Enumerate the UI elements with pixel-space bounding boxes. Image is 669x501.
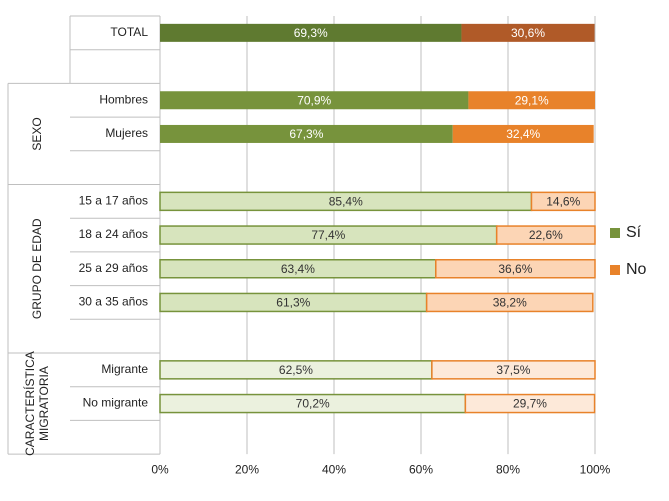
x-tick-label: 60%: [409, 462, 433, 476]
group-label: GRUPO DE EDAD: [30, 218, 44, 319]
data-label: 29,7%: [513, 397, 547, 411]
x-tick-label: 100%: [580, 462, 611, 476]
bar-segment: [431, 360, 596, 380]
x-tick-label: 40%: [322, 462, 346, 476]
data-label: 62,5%: [279, 363, 313, 377]
legend-label: No: [626, 261, 647, 278]
legend-swatch: [610, 228, 620, 238]
category-label: No migrante: [83, 396, 149, 410]
data-label: 61,3%: [276, 296, 310, 310]
bar-segment: [495, 225, 596, 245]
data-label: 70,2%: [296, 397, 330, 411]
bar-segment: [452, 124, 594, 143]
group-label: MIGRATORIA: [37, 366, 51, 441]
x-tick-label: 0%: [151, 462, 169, 476]
bar-segment: [160, 23, 462, 42]
data-label: 67,3%: [289, 127, 323, 141]
data-label: 30,6%: [511, 26, 545, 40]
data-label: 70,9%: [297, 93, 331, 107]
x-tick-label: 20%: [235, 462, 259, 476]
bar-segment: [468, 91, 595, 110]
data-label: 29,1%: [515, 93, 549, 107]
category-label: 18 a 24 años: [79, 227, 148, 241]
bar-segment: [435, 259, 596, 279]
category-label: 30 a 35 años: [79, 295, 148, 309]
legend-label: Sí: [626, 224, 642, 241]
data-label: 37,5%: [496, 363, 530, 377]
data-label: 14,6%: [546, 195, 580, 209]
group-label: CARACTERÍSTICA: [22, 351, 37, 456]
data-label: 85,4%: [329, 195, 363, 209]
category-label: 25 a 29 años: [79, 261, 148, 275]
bar-segment: [425, 292, 594, 313]
bar-segment: [530, 191, 596, 212]
data-label: 38,2%: [493, 296, 527, 310]
category-label: 15 a 17 años: [79, 194, 148, 208]
bar-segment: [160, 91, 469, 110]
data-label: 22,6%: [529, 228, 563, 242]
category-label: Mujeres: [105, 126, 148, 140]
category-label: Migrante: [101, 362, 148, 376]
data-label: 32,4%: [506, 127, 540, 141]
bar-segment: [160, 124, 453, 143]
data-label: 69,3%: [294, 26, 328, 40]
group-label: SEXO: [30, 117, 44, 150]
data-label: 63,4%: [281, 262, 315, 276]
category-label: TOTAL: [110, 25, 148, 39]
bar-segment: [464, 393, 596, 414]
category-label: Hombres: [99, 92, 148, 106]
legend-swatch: [610, 265, 620, 275]
data-label: 77,4%: [311, 228, 345, 242]
x-tick-label: 80%: [496, 462, 520, 476]
data-label: 36,6%: [498, 262, 532, 276]
bar-segment: [461, 23, 595, 42]
